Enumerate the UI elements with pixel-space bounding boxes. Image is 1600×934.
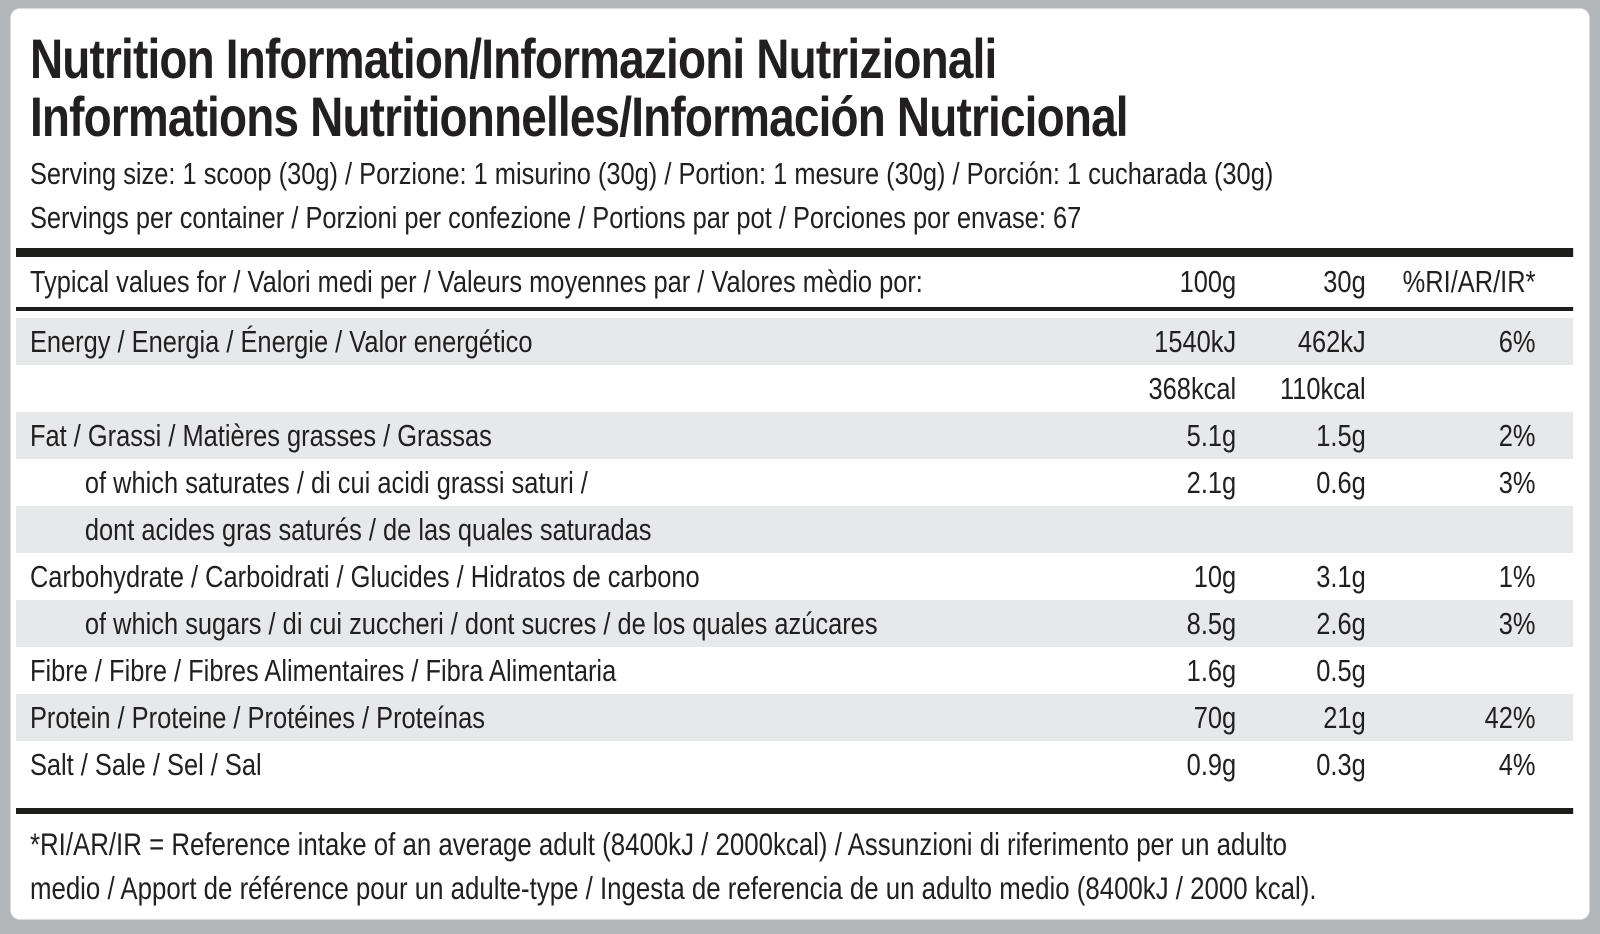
table-row: dont acides gras saturés / de las quales… [16, 506, 1574, 553]
value-per-30g: 3.1g [1316, 559, 1366, 594]
table-row: of which saturates / di cui acidi grassi… [16, 459, 1573, 506]
nutrient-label: Fibre / Fibre / Fibres Alimentaires / Fi… [29, 653, 617, 688]
value-percent-ri: 1% [1498, 559, 1536, 594]
serving-info: Serving size: 1 scoop (30g) / Porzione: … [30, 152, 1536, 240]
divider-thick-top [16, 248, 1574, 257]
nutrient-label: Salt / Sale / Sel / Sal [29, 747, 262, 782]
title-line-2: Informations Nutritionnelles/Información… [29, 85, 1129, 148]
table-row: Salt / Sale / Sel / Sal 0.9g 0.3g 4% [16, 741, 1573, 788]
column-header-30g: 30g [1323, 264, 1366, 299]
table-row: Protein / Proteine / Protéines / Proteín… [16, 694, 1574, 741]
nutrition-table-body: Energy / Energia / Énergie / Valor energ… [16, 318, 1574, 788]
value-per-30g: 110kcal [1279, 371, 1366, 406]
serving-size-text: Serving size: 1 scoop (30g) / Porzione: … [29, 156, 1274, 191]
value-per-30g: 0.5g [1316, 653, 1366, 688]
column-header-typical-values: Typical values for / Valori medi per / V… [29, 264, 923, 299]
value-per-30g: 1.5g [1316, 418, 1366, 453]
table-row: Energy / Energia / Énergie / Valor energ… [16, 318, 1574, 365]
nutrient-label: dont acides gras saturés / de las quales… [84, 512, 652, 547]
value-percent-ri: 6% [1498, 324, 1536, 359]
value-per-100g: 1540kJ [1154, 324, 1237, 359]
value-per-100g: 368kcal [1148, 371, 1237, 406]
value-per-100g: 10g [1193, 559, 1237, 594]
column-header-percent-ri: %RI/AR/IR* [1402, 264, 1536, 299]
servings-per-container-text: Servings per container / Porzioni per co… [29, 200, 1082, 235]
column-header-100g: 100g [1179, 264, 1237, 299]
value-percent-ri: 3% [1498, 465, 1536, 500]
value-per-30g: 21g [1323, 700, 1366, 735]
footnote-line-2: medio / Apport de référence pour un adul… [29, 870, 1317, 906]
value-per-100g: 8.5g [1186, 606, 1237, 641]
value-percent-ri: 3% [1498, 606, 1536, 641]
value-per-30g: 462kJ [1297, 324, 1366, 359]
nutrition-label-panel: Nutrition Information/Informazioni Nutri… [10, 8, 1590, 920]
footnote-line-1: *RI/AR/IR = Reference intake of an avera… [29, 826, 1287, 862]
value-per-30g: 0.6g [1316, 465, 1366, 500]
table-row: of which sugars / di cui zuccheri / dont… [16, 600, 1574, 647]
divider-below-header [16, 307, 1574, 311]
value-per-30g: 0.3g [1316, 747, 1366, 782]
value-percent-ri: 4% [1498, 747, 1536, 782]
nutrient-label: Fat / Grassi / Matières grasses / Grassa… [29, 418, 492, 453]
table-row: Fibre / Fibre / Fibres Alimentaires / Fi… [16, 647, 1573, 694]
table-row: 368kcal 110kcal [16, 365, 1573, 412]
value-per-100g: 0.9g [1186, 747, 1237, 782]
value-per-100g: 70g [1193, 700, 1237, 735]
reference-intake-footnote: *RI/AR/IR = Reference intake of an avera… [30, 822, 1536, 910]
page-title: Nutrition Information/Informazioni Nutri… [30, 30, 1536, 146]
table-header-row: Typical values for / Valori medi per / V… [16, 257, 1573, 307]
table-row: Carbohydrate / Carboidrati / Glucides / … [16, 553, 1573, 600]
value-percent-ri: 42% [1484, 700, 1536, 735]
table-row: Fat / Grassi / Matières grasses / Grassa… [16, 412, 1574, 459]
value-per-100g: 1.6g [1186, 653, 1237, 688]
nutrient-label: Carbohydrate / Carboidrati / Glucides / … [29, 559, 700, 594]
value-percent-ri: 2% [1498, 418, 1536, 453]
nutrient-label: of which sugars / di cui zuccheri / dont… [84, 606, 878, 641]
value-per-30g: 2.6g [1316, 606, 1366, 641]
nutrient-label: Energy / Energia / Énergie / Valor energ… [29, 324, 533, 359]
value-per-100g: 2.1g [1186, 465, 1237, 500]
divider-thick-bottom [16, 808, 1574, 814]
nutrient-label: of which saturates / di cui acidi grassi… [84, 465, 588, 500]
nutrient-label: Protein / Proteine / Protéines / Proteín… [29, 700, 485, 735]
value-per-100g: 5.1g [1186, 418, 1237, 453]
title-line-1: Nutrition Information/Informazioni Nutri… [29, 27, 997, 90]
